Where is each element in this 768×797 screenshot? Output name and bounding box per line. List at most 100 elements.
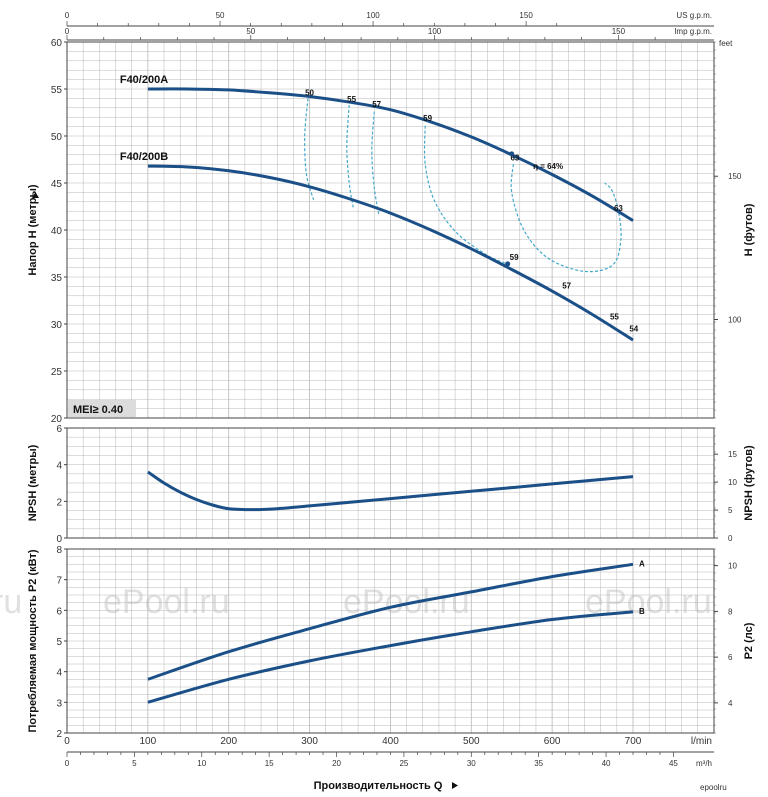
efficiency-contour — [346, 104, 354, 208]
head-curve-label: F40/200A — [120, 74, 168, 86]
power-panel — [64, 548, 718, 734]
y-tick-label: 4 — [56, 461, 62, 472]
y-tick-label: 7 — [56, 576, 62, 587]
bep-point — [509, 151, 515, 157]
y-tick-label: 55 — [51, 85, 63, 96]
y-tick-label: 2 — [56, 729, 62, 740]
x-top-us-tick-label: 100 — [366, 11, 380, 20]
x-m3h-tick-label: 15 — [265, 759, 274, 768]
x-lmin-tick-label: 500 — [463, 736, 480, 747]
x-lmin-tick-label: 200 — [220, 736, 237, 747]
x-lmin-tick-label: 700 — [625, 736, 642, 747]
x-lmin-tick-label: 0 — [64, 736, 70, 747]
x-m3h-tick-label: 40 — [602, 759, 611, 768]
y-tick-label: 2 — [56, 497, 62, 508]
x-lmin-unit: l/min — [691, 736, 712, 747]
head-panel — [64, 41, 718, 419]
head-curve — [147, 87, 634, 222]
y-tick-label: 60 — [51, 38, 63, 49]
efficiency-label: 55 — [610, 312, 619, 321]
y-axis-label: Потребляемая мощность P2 (кВт) — [27, 549, 39, 732]
x-lmin-tick-label: 100 — [140, 736, 157, 747]
feet-unit-label: feet — [719, 39, 733, 48]
x-m3h-tick-label: 0 — [65, 759, 70, 768]
power-curve-label: A — [639, 559, 645, 568]
watermark-text: ru — [0, 583, 22, 621]
y-tick-label: 0 — [56, 534, 62, 545]
y-right-tick-label: 5 — [728, 506, 733, 515]
efficiency-label: 57 — [372, 100, 381, 109]
x-m3h-tick-label: 10 — [197, 759, 206, 768]
mei-badge — [68, 400, 136, 417]
efficiency-label: 59 — [510, 253, 519, 262]
x-axis-arrow-icon — [452, 782, 458, 789]
efficiency-label: 59 — [423, 114, 432, 123]
efficiency-label: 57 — [562, 281, 571, 290]
corner-logo: epoolru — [700, 783, 727, 792]
x-lmin-tick-label: 600 — [544, 736, 561, 747]
head-curve-label: F40/200B — [120, 151, 168, 163]
x-top-imp-tick-label: 0 — [65, 27, 70, 36]
y-right-tick-label: 10 — [728, 562, 737, 571]
efficiency-contour — [371, 111, 380, 217]
efficiency-label: 54 — [629, 325, 638, 334]
y-right-tick-label: 10 — [728, 478, 737, 487]
y-tick-label: 50 — [51, 132, 63, 143]
watermark-text: ePool.ru — [103, 583, 230, 621]
y-right-axis-label: P2 (лс) — [743, 622, 755, 659]
y-tick-label: 6 — [56, 424, 62, 435]
x-top-us-tick-label: 150 — [519, 11, 533, 20]
efficiency-label: 63 — [510, 153, 519, 162]
x-m3h-tick-label: 30 — [467, 759, 476, 768]
power-curve-label: B — [639, 607, 645, 616]
y-axis-label: NPSH (метры) — [27, 444, 39, 521]
efficiency-label: 63 — [614, 204, 623, 213]
y-right-axis-label: NPSH (футов) — [743, 445, 755, 521]
npsh-curve — [147, 470, 634, 512]
x-m3h-tick-label: 35 — [534, 759, 543, 768]
power-curve — [147, 610, 634, 704]
x-lmin-tick-label: 400 — [382, 736, 399, 747]
x-top-imp-tick-label: 150 — [612, 27, 626, 36]
x-m3h-tick-label: 5 — [132, 759, 137, 768]
efficiency-contour — [510, 164, 622, 273]
y-axis-label: Напор H (метры) — [27, 184, 39, 275]
efficiency-label: 55 — [347, 95, 356, 104]
npsh-frame — [66, 427, 715, 539]
x-top-imp-tick-label: 100 — [428, 27, 442, 36]
x-m3h-tick-label: 25 — [399, 759, 408, 768]
y-tick-label: 30 — [51, 320, 63, 331]
x-axis-label: Производительность Q — [314, 780, 443, 792]
x-top-imp-tick-label: 50 — [246, 27, 255, 36]
efficiency-label: 50 — [305, 89, 314, 98]
y-right-tick-label: 0 — [728, 534, 733, 543]
efficiency-contour — [304, 98, 315, 201]
y-right-tick-label: 100 — [728, 315, 742, 324]
y-tick-label: 35 — [51, 273, 63, 284]
x-m3h-tick-label: 45 — [669, 759, 678, 768]
y-axis-arrow-icon — [32, 192, 39, 198]
y-tick-label: 20 — [51, 414, 63, 425]
y-tick-label: 6 — [56, 606, 62, 617]
y-tick-label: 45 — [51, 179, 63, 190]
y-right-tick-label: 15 — [728, 450, 737, 459]
bep-point — [505, 261, 511, 267]
head-curve — [147, 164, 634, 342]
y-right-tick-label: 150 — [728, 172, 742, 181]
y-tick-label: 5 — [56, 637, 62, 648]
x-m3h-unit: m³/h — [696, 759, 712, 768]
x-top-us-unit: US g.p.m. — [676, 11, 712, 20]
x-m3h-tick-label: 20 — [332, 759, 341, 768]
efficiency-label: η = 64% — [533, 162, 563, 171]
y-tick-label: 3 — [56, 698, 62, 709]
x-lmin-tick-label: 300 — [301, 736, 318, 747]
y-tick-label: 25 — [51, 367, 63, 378]
y-tick-label: 4 — [56, 668, 62, 679]
npsh-panel — [64, 427, 718, 539]
x-top-imp-unit: Imp g.p.m. — [674, 27, 712, 36]
mei-badge-text: MEI≥ 0.40 — [73, 404, 123, 416]
x-top-us-tick-label: 0 — [65, 11, 70, 20]
y-right-axis-label: H (футов) — [743, 203, 755, 256]
y-tick-label: 40 — [51, 226, 63, 237]
y-right-tick-label: 6 — [728, 653, 733, 662]
